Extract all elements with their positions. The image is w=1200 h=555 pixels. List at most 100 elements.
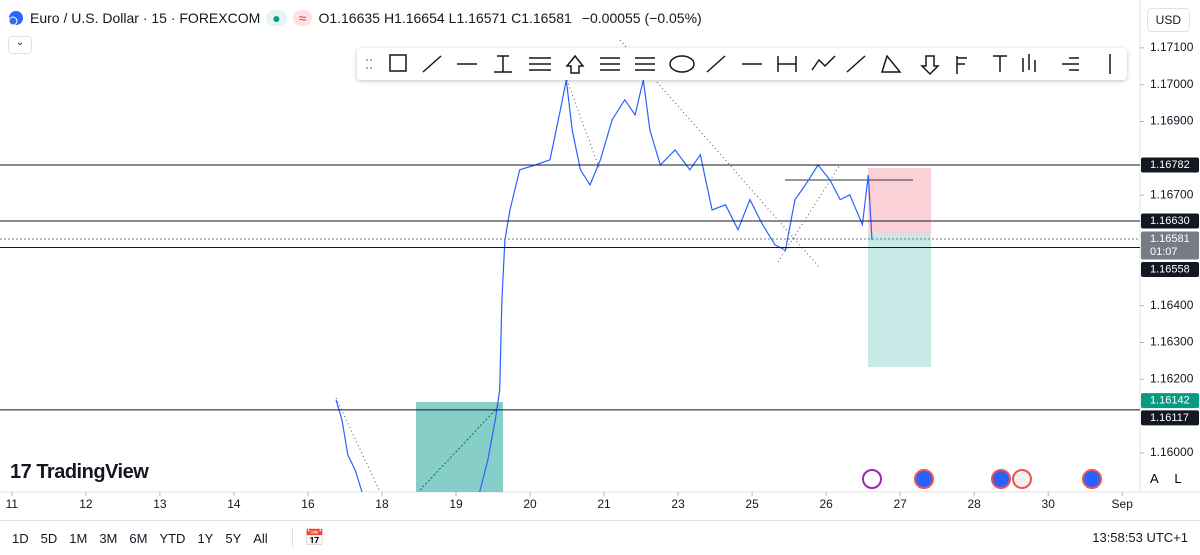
period-button[interactable]: 1M [63,531,93,546]
y-tick-label: 1.17000 [1150,77,1194,91]
tool-ray[interactable] [706,55,726,73]
price-tag-label: 1.16581 [1150,233,1190,245]
period-button[interactable]: 5Y [219,531,247,546]
price-tag [1141,213,1199,229]
tool-arrow-down[interactable] [920,55,940,76]
tool-fib[interactable] [529,57,551,71]
tool-text[interactable] [993,55,1007,72]
event-icon[interactable] [991,469,1011,489]
y-tick-label: 1.16700 [1150,187,1194,201]
tool-triangle[interactable] [880,54,902,73]
stop-zone[interactable] [868,168,931,233]
chart: 1.17100 1.17000 1.16900 1.16700 1.16400 1.163… [0,0,1200,511]
x-tick-label: 19 [449,497,463,511]
drawing-toolbar [357,48,1127,80]
x-tick-label: 11 [6,497,19,511]
event-icon[interactable] [914,469,934,489]
market-status[interactable]: ● [266,10,287,26]
x-tick-label: 16 [301,497,315,511]
period-button[interactable]: 3M [93,531,123,546]
price-tag-label: 1.16558 [1150,263,1190,275]
x-tick-label: 26 [819,497,833,511]
y-tick-label: 1.16300 [1150,335,1194,349]
event-icon[interactable] [1082,469,1102,489]
price-tag [1141,393,1199,409]
scale-button[interactable]: A [1144,470,1164,487]
period-button[interactable]: 6M [123,531,153,546]
position-path [419,404,501,491]
y-tick-label: 1.16400 [1150,298,1194,312]
target-zone[interactable] [868,233,931,367]
tool-date-range[interactable] [777,56,797,72]
date-range-button[interactable]: 📅 [291,528,325,548]
ohlc-key: C [511,10,522,26]
price-tag [1141,157,1199,173]
tool-parallel[interactable] [846,55,866,73]
symbol-header: Euro / U.S. Dollar · 15 · FOREXCOM ● ≈ O… [8,10,702,26]
bottom-toolbar: 1D 5D 1M 3M 6M YTD 1Y 5Y All 📅 13:58:53 UTC+1 [0,520,1200,555]
data-status[interactable]: ≈ [292,10,313,26]
x-tick-label: 27 [893,497,907,511]
trend-line[interactable] [619,39,821,269]
period-button[interactable]: YTD [153,531,191,546]
period-button[interactable]: 5D [35,531,64,546]
price-tag [1141,231,1199,260]
price-tag [1141,261,1199,277]
x-tick-label: 23 [671,497,685,511]
period-button[interactable]: 1Y [191,531,219,546]
y-tick-label: 1.17100 [1150,40,1194,54]
price-line [335,79,873,493]
collapse-button[interactable]: ⌄ [8,36,32,54]
ohlc-key: O [318,10,330,26]
symbol-title[interactable]: Euro / U.S. Dollar · 15 · FOREXCOM [30,10,261,26]
tool-volume[interactable] [1062,57,1079,71]
x-tick-label: 13 [153,497,167,511]
logo-text: TradingView [36,461,149,483]
x-tick-label: 20 [523,497,537,511]
tool-trend[interactable] [422,55,442,73]
tool-bars[interactable] [1022,54,1036,72]
scale-button[interactable]: L [1168,470,1188,487]
x-tick-label: 12 [79,497,93,511]
period-button[interactable]: All [247,531,273,546]
x-tick-label: 14 [227,497,241,511]
y-tick-label: 1.16900 [1150,114,1194,128]
ohlc-value: 1.16635 [329,10,380,26]
ohlc-key: L [448,10,457,26]
price-tag-label: 1.16142 [1150,395,1190,407]
event-icon[interactable] [862,469,882,489]
x-tick-label: 30 [1042,497,1056,511]
tool-flag[interactable] [956,56,967,74]
tool-short[interactable] [635,57,655,71]
tool-vline[interactable] [494,55,512,73]
tool-rectangle[interactable] [389,54,407,72]
change: −0.00055 (−0.05%) [581,10,702,26]
x-tick-label: 18 [375,497,389,511]
logo: 17 TradingView [10,461,149,484]
x-tick-label: 25 [745,497,759,511]
x-tick-label: 21 [597,497,611,511]
ohlc-key: H [383,10,395,26]
price-tag [1141,410,1199,426]
tool-long[interactable] [600,57,620,71]
drag-handle[interactable] [366,59,372,69]
x-tick-label: Sep [1112,497,1134,511]
period-button[interactable]: 1D [6,531,35,546]
event-icons[interactable] [862,469,1102,489]
price-tag-countdown: 01:07 [1150,246,1178,258]
logo-mark: 17 [10,461,37,483]
y-tick-label: 1.16200 [1150,371,1194,385]
x-tick-label: 28 [968,497,982,511]
clock[interactable]: 13:58:53 UTC+1 [1092,530,1188,545]
symbol-icon [8,11,23,26]
tool-pattern[interactable] [811,55,836,71]
event-icon[interactable] [1012,469,1032,489]
y-tick-label: 1.16000 [1150,445,1194,459]
currency-button[interactable]: USD [1146,8,1190,32]
tool-arrow-up[interactable] [565,54,585,74]
period-buttons: 1D 5D 1M 3M 6M YTD 1Y 5Y All [0,531,274,546]
tool-ellipse[interactable] [669,55,695,73]
price-tag-label: 1.16630 [1150,215,1190,227]
